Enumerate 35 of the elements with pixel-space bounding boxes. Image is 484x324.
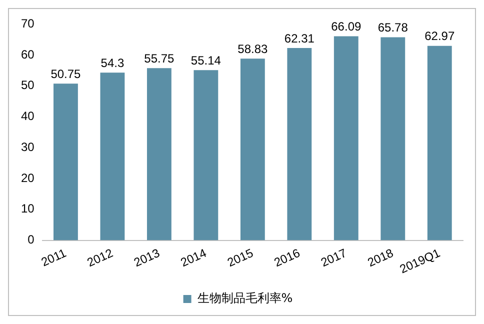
x-tick-label: 2014 bbox=[178, 246, 209, 270]
bar bbox=[334, 36, 358, 240]
y-tick-label: 70 bbox=[20, 16, 35, 31]
x-tick-label: 2011 bbox=[39, 246, 69, 270]
bar bbox=[287, 48, 312, 240]
data-label: 50.75 bbox=[50, 66, 82, 81]
bar bbox=[380, 37, 406, 240]
data-label: 62.97 bbox=[424, 29, 455, 44]
data-label: 62.31 bbox=[284, 31, 315, 46]
y-tick-label: 10 bbox=[20, 202, 35, 216]
bar bbox=[427, 46, 452, 240]
bar bbox=[240, 58, 265, 240]
legend-label: 生物制品毛利率% bbox=[197, 291, 293, 306]
bar bbox=[54, 84, 78, 240]
y-tick-label: 50 bbox=[20, 78, 35, 92]
bar bbox=[100, 72, 125, 240]
data-label: 66.09 bbox=[331, 20, 362, 34]
data-label: 54.3 bbox=[100, 56, 124, 70]
data-label: 58.83 bbox=[238, 42, 268, 56]
data-label: 55.14 bbox=[190, 53, 222, 68]
x-tick-label: 2013 bbox=[132, 246, 162, 270]
y-tick-label: 60 bbox=[20, 47, 35, 62]
x-tick-label: 2015 bbox=[225, 246, 256, 270]
x-tick-label: 2017 bbox=[318, 246, 350, 270]
data-label: 55.75 bbox=[144, 52, 175, 66]
x-tick-label: 2018 bbox=[365, 246, 396, 270]
y-tick-label: 40 bbox=[20, 109, 35, 124]
data-label: 65.78 bbox=[378, 20, 408, 35]
y-tick-label: 0 bbox=[28, 232, 35, 247]
y-tick-label: 30 bbox=[20, 140, 35, 154]
y-tick-label: 20 bbox=[20, 170, 35, 185]
x-tick-label: 2016 bbox=[272, 246, 302, 270]
bar bbox=[194, 70, 218, 240]
bar bbox=[146, 68, 172, 240]
x-tick-label: 2012 bbox=[84, 246, 116, 270]
